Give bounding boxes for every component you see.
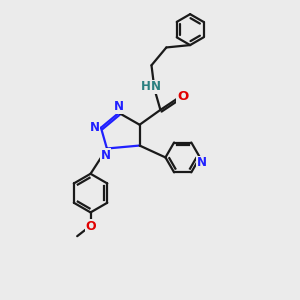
Text: N: N xyxy=(100,148,110,162)
Text: O: O xyxy=(85,220,96,232)
Text: N: N xyxy=(114,100,124,113)
Text: N: N xyxy=(196,156,206,169)
Text: H: H xyxy=(141,80,151,93)
Text: N: N xyxy=(89,121,99,134)
Text: N: N xyxy=(151,80,161,93)
Text: O: O xyxy=(177,90,188,103)
